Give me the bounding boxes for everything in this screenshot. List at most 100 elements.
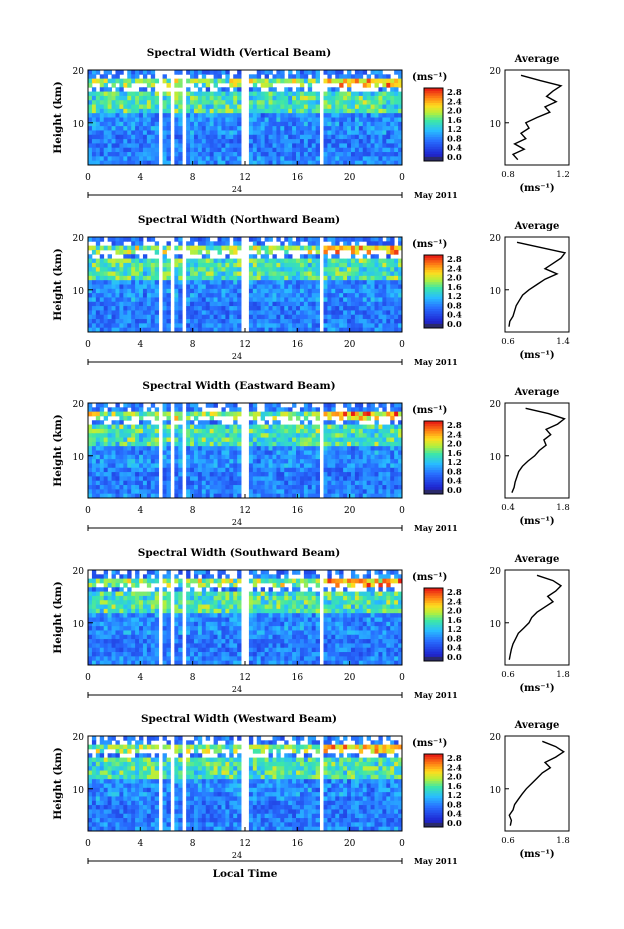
heatmap-cell (103, 113, 109, 118)
heatmap-cell (150, 467, 156, 473)
heatmap-cell (111, 463, 116, 469)
heatmap-cell (386, 314, 391, 320)
heatmap-cell (299, 267, 305, 272)
heatmap-cell (354, 126, 360, 131)
heatmap-cell (260, 578, 266, 584)
heatmap-cell (350, 489, 356, 495)
heatmap-cell (260, 428, 266, 434)
heatmap-cell (233, 428, 238, 434)
heatmap-cell (386, 433, 391, 438)
heatmap-cell (229, 117, 234, 123)
heatmap-cell (201, 160, 207, 166)
heatmap-cell (331, 156, 336, 162)
heatmap-cell (103, 160, 109, 166)
heatmap-cell (115, 454, 120, 460)
heatmap-cell (162, 424, 167, 430)
heatmap-cell (280, 570, 285, 575)
heatmap-cell (394, 485, 399, 490)
heatmap-cell (260, 480, 266, 486)
heatmap-cell (201, 130, 207, 136)
heatmap-cell (201, 156, 207, 162)
heatmap-cell (103, 454, 109, 460)
heatmap-cell (390, 319, 395, 324)
heatmap-cell (331, 117, 336, 123)
heatmap-cell (237, 293, 242, 298)
heatmap-cell (131, 249, 136, 255)
heatmap-cell (264, 139, 269, 144)
heatmap-cell (311, 485, 317, 490)
heatmap-cell (374, 459, 379, 464)
heatmap-cell (88, 433, 93, 438)
heatmap-cell (362, 454, 368, 460)
heatmap-cell (370, 237, 375, 242)
heatmap-cell (386, 134, 391, 140)
heatmap-cell (288, 262, 293, 268)
heatmap-cell (131, 267, 136, 272)
heatmap-cell (248, 570, 254, 575)
heatmap-cell (362, 104, 368, 110)
heatmap-cell (174, 78, 179, 84)
heatmap-cell (131, 591, 136, 597)
heatmap-cell (119, 117, 124, 123)
heatmap-cell (99, 472, 105, 477)
heatmap-cell (370, 108, 375, 114)
heatmap-cell (186, 459, 191, 464)
heatmap-cell (264, 407, 269, 413)
heatmap-cell (115, 147, 120, 153)
heatmap-cell (154, 310, 160, 316)
heatmap-cell (178, 245, 183, 251)
heatmap-cell (213, 297, 218, 303)
heatmap-cell (209, 117, 215, 123)
heatmap-cell (197, 428, 203, 434)
heatmap-cell (201, 241, 207, 247)
heatmap-cell (229, 156, 234, 162)
heatmap-cell (358, 104, 364, 110)
heatmap-cell (229, 493, 234, 499)
heatmap-cell (323, 100, 328, 105)
heatmap-cell (127, 100, 132, 105)
heatmap-cell (115, 493, 120, 499)
heatmap-cell (303, 441, 309, 447)
heatmap-cell (378, 433, 383, 438)
heatmap-cell (347, 441, 352, 447)
heatmap-cell (233, 258, 238, 264)
heatmap-cell (201, 306, 207, 311)
heatmap-cell (186, 310, 191, 316)
heatmap-cell (139, 237, 144, 242)
heatmap-cell (299, 143, 305, 149)
heatmap-cell (119, 82, 124, 88)
heatmap-cell (390, 411, 395, 417)
heatmap-cell (354, 249, 360, 255)
heatmap-cell (354, 134, 360, 140)
heatmap-cell (131, 485, 136, 490)
heatmap-cell (268, 411, 273, 417)
heatmap-cell (268, 450, 273, 456)
heatmap-cell (347, 152, 352, 157)
heatmap-cell (366, 323, 372, 329)
heatmap-cell (394, 450, 399, 456)
heatmap-cell (186, 450, 191, 456)
heatmap-cell (394, 493, 399, 499)
heatmap-cell (115, 591, 120, 597)
heatmap-cell (142, 314, 148, 320)
heatmap-cell (394, 104, 399, 110)
heatmap-cell (139, 459, 144, 464)
heatmap-cell (248, 314, 254, 320)
heatmap-cell (233, 108, 238, 114)
heatmap-cell (398, 241, 403, 247)
colorbar-segment (424, 315, 443, 319)
colorbar-segment (424, 298, 443, 302)
heatmap-cell (115, 570, 120, 575)
heatmap-cell (264, 306, 269, 311)
heatmap-cell (201, 297, 207, 303)
heatmap-cell (150, 100, 156, 105)
heatmap-cell (276, 472, 281, 477)
heatmap-cell (390, 433, 395, 438)
heatmap-cell (139, 480, 144, 486)
heatmap-cell (347, 258, 352, 264)
heatmap-cell (123, 288, 128, 294)
heatmap-cell (225, 297, 230, 303)
heatmap-cell (292, 310, 297, 316)
heatmap-cell (394, 293, 399, 298)
heatmap-cell (378, 570, 383, 575)
